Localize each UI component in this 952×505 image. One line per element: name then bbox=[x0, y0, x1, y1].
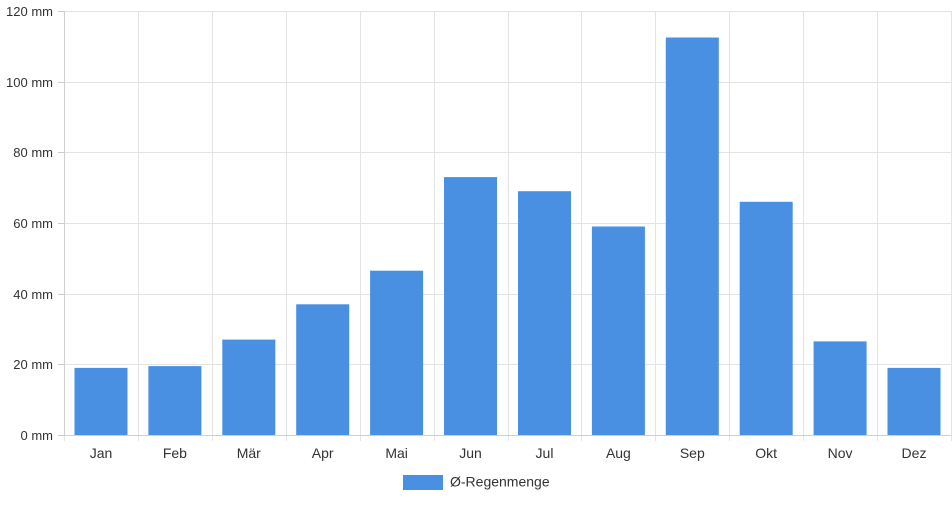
bar-mai bbox=[370, 270, 424, 435]
x-tick-label: Sep bbox=[680, 445, 705, 461]
x-tick-label: Feb bbox=[163, 445, 187, 461]
y-tick-label: 120 mm bbox=[6, 4, 53, 19]
x-tick-label: Jan bbox=[90, 445, 113, 461]
bar-sep bbox=[665, 37, 719, 435]
bar-okt bbox=[739, 201, 793, 435]
x-tick-label: Dez bbox=[902, 445, 927, 461]
tick-labels: 0 mm 20 mm 40 mm 60 mm 80 mm 100 mm 120 mm Jan F… bbox=[6, 4, 926, 461]
bar-jul bbox=[518, 191, 571, 435]
bar-apr bbox=[296, 304, 350, 435]
bar-mär bbox=[222, 339, 276, 435]
y-tick-label: 80 mm bbox=[13, 145, 53, 160]
legend-swatch bbox=[403, 475, 443, 490]
bar-dez bbox=[887, 367, 941, 435]
bar-nov bbox=[813, 341, 867, 435]
x-tick-label: Mai bbox=[385, 445, 408, 461]
x-tick-label: Okt bbox=[755, 445, 777, 461]
legend[interactable]: Ø-Regenmenge bbox=[403, 474, 550, 491]
x-tick-label: Jul bbox=[536, 445, 554, 461]
x-tick-label: Jun bbox=[459, 445, 482, 461]
x-tick-label: Aug bbox=[606, 445, 631, 461]
x-tick-label: Nov bbox=[828, 445, 853, 461]
y-tick-label: 60 mm bbox=[13, 216, 53, 231]
y-tick-label: 0 mm bbox=[21, 428, 54, 443]
bar-aug bbox=[591, 226, 645, 435]
x-tick-label: Apr bbox=[312, 445, 334, 461]
y-tick-label: 100 mm bbox=[6, 75, 53, 90]
bars bbox=[74, 37, 941, 435]
y-tick-label: 40 mm bbox=[13, 287, 53, 302]
bar-feb bbox=[148, 366, 202, 435]
y-tick-label: 20 mm bbox=[13, 357, 53, 372]
x-tick-label: Mär bbox=[237, 445, 261, 461]
axes bbox=[64, 11, 951, 436]
legend-label: Ø-Regenmenge bbox=[450, 474, 550, 490]
bar-jan bbox=[74, 367, 128, 435]
bar-jun bbox=[444, 177, 497, 435]
